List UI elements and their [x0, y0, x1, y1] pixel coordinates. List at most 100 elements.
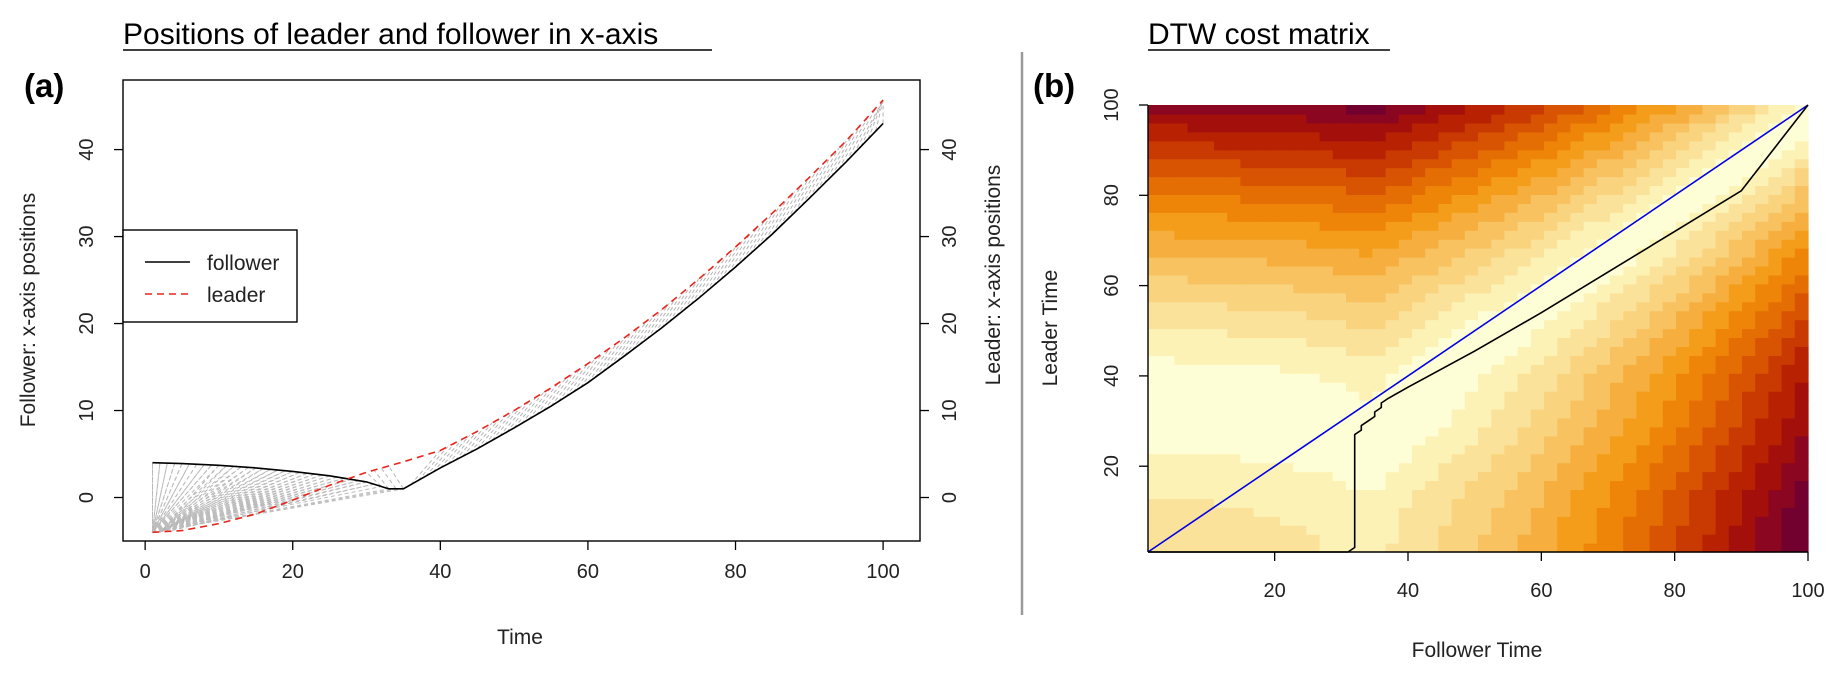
heatmap-cell	[1768, 310, 1783, 321]
heatmap-cell	[1200, 337, 1215, 347]
heatmap-cell	[1464, 417, 1479, 428]
heatmap-cell	[1676, 122, 1690, 133]
heatmap-cell	[1148, 176, 1162, 187]
heatmap-cell	[1781, 310, 1796, 321]
heatmap-cell	[1570, 417, 1585, 428]
heatmap-cell	[1332, 480, 1347, 491]
heatmap-cell	[1715, 212, 1730, 222]
heatmap-cell	[1715, 292, 1730, 303]
heatmap-cell	[1689, 239, 1703, 249]
heatmap-cell	[1398, 274, 1413, 285]
heatmap-cell	[1372, 239, 1387, 249]
heatmap-cell	[1517, 462, 1532, 473]
heatmap-cell	[1715, 337, 1730, 347]
heatmap-cell	[1425, 131, 1439, 142]
heatmap-cell	[1161, 417, 1175, 428]
heatmap-cell	[1200, 471, 1215, 482]
heatmap-cell	[1464, 400, 1479, 410]
heatmap-cell	[1728, 364, 1743, 374]
heatmap-cell	[1610, 185, 1624, 195]
heatmap-cell	[1755, 328, 1769, 339]
heatmap-cell	[1636, 480, 1651, 491]
heatmap-cell	[1346, 319, 1360, 330]
heatmap-cell	[1187, 489, 1202, 499]
heatmap-cell	[1623, 382, 1637, 392]
heatmap-cell	[1398, 507, 1413, 517]
heatmap-cell	[1280, 355, 1294, 365]
warping-link	[432, 438, 463, 473]
heatmap-cell	[1280, 113, 1294, 124]
heatmap-cell	[1253, 507, 1268, 517]
heatmap-cell	[1544, 543, 1558, 553]
heatmap-cell	[1649, 122, 1664, 133]
heatmap-cell	[1755, 319, 1769, 330]
heatmap-cell	[1161, 149, 1175, 160]
heatmap-cell	[1187, 391, 1202, 401]
heatmap-cell	[1517, 301, 1532, 312]
heatmap-cell	[1478, 498, 1492, 508]
heatmap-cell	[1438, 498, 1453, 508]
heatmap-cell	[1702, 265, 1717, 276]
heatmap-cell	[1412, 489, 1426, 499]
heatmap-cell	[1557, 417, 1571, 428]
heatmap-cell	[1372, 194, 1387, 204]
heatmap-cell	[1530, 453, 1545, 464]
heatmap-cell	[1504, 444, 1519, 455]
heatmap-cell	[1517, 382, 1532, 392]
heatmap-cell	[1649, 185, 1664, 195]
heatmap-cell	[1280, 426, 1294, 437]
heatmap-cell	[1504, 480, 1519, 491]
y-tick-label-b: 40	[1101, 365, 1123, 387]
heatmap-cell	[1768, 337, 1783, 347]
heatmap-cell	[1174, 400, 1189, 410]
heatmap-cell	[1372, 337, 1387, 347]
heatmap-cell	[1174, 408, 1189, 419]
heatmap-cell	[1715, 498, 1730, 508]
y-tick-label-right-a: 30	[939, 225, 961, 247]
warping-link	[159, 472, 308, 533]
warping-link	[152, 468, 264, 533]
heatmap-cell	[1544, 310, 1558, 321]
heatmap-cell	[1517, 471, 1532, 482]
heatmap-cell	[1544, 417, 1558, 428]
heatmap-cell	[1491, 489, 1505, 499]
warping-link	[152, 463, 190, 533]
heatmap-cell	[1742, 221, 1756, 231]
heatmap-cell	[1596, 176, 1611, 187]
heatmap-cell	[1794, 471, 1809, 482]
heatmap-cell	[1728, 525, 1743, 535]
heatmap-cell	[1412, 230, 1426, 240]
heatmap-cell	[1676, 471, 1690, 482]
heatmap-cell	[1200, 131, 1215, 142]
heatmap-cell	[1359, 256, 1373, 267]
heatmap-cell	[1319, 525, 1334, 535]
heatmap-cell	[1372, 230, 1387, 240]
warping-link	[380, 467, 397, 490]
heatmap-cell	[1451, 489, 1466, 499]
heatmap-cell	[1438, 489, 1453, 499]
heatmap-cell	[1781, 248, 1796, 258]
heatmap-cell	[1425, 149, 1439, 160]
heatmap-cell	[1266, 355, 1281, 365]
heatmap-cell	[1174, 248, 1189, 258]
heatmap-cell	[1530, 489, 1545, 499]
heatmap-cell	[1412, 337, 1426, 347]
heatmap-cell	[1781, 534, 1796, 544]
heatmap-cell	[1464, 256, 1479, 267]
heatmap-cell	[1478, 310, 1492, 321]
heatmap-cell	[1623, 426, 1637, 437]
heatmap-cell	[1398, 444, 1413, 455]
heatmap-cell	[1649, 256, 1664, 267]
heatmap-cell	[1610, 319, 1624, 330]
heatmap-cell	[1583, 221, 1598, 231]
heatmap-cell	[1742, 337, 1756, 347]
heatmap-cell	[1728, 382, 1743, 392]
heatmap-cell	[1728, 185, 1743, 195]
heatmap-cell	[1504, 185, 1519, 195]
warping-link	[653, 291, 685, 334]
heatmap-cell	[1662, 480, 1677, 491]
heatmap-cell	[1676, 373, 1690, 383]
heatmap-cell	[1253, 498, 1268, 508]
heatmap-cell	[1359, 328, 1373, 339]
heatmap-cell	[1438, 283, 1453, 294]
